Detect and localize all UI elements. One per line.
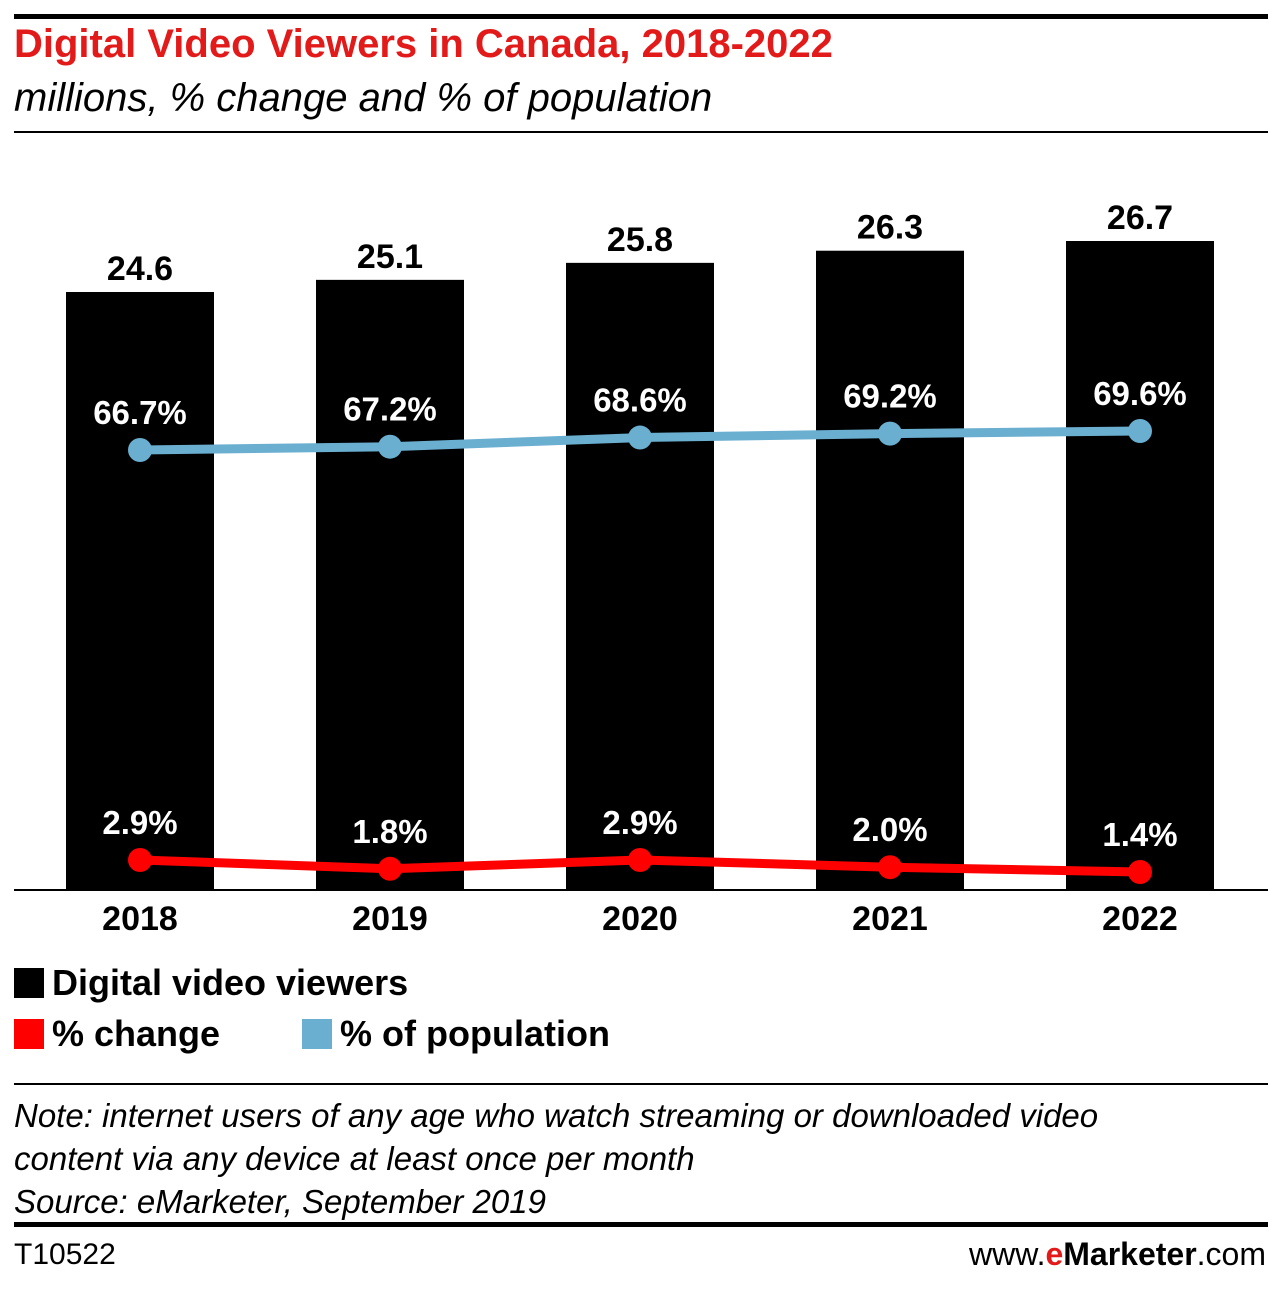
legend-label-change: % change bbox=[52, 1013, 221, 1054]
x-tick-label-2020: 2020 bbox=[602, 900, 678, 938]
x-tick-label-2022: 2022 bbox=[1102, 900, 1178, 938]
chart-id: T10522 bbox=[14, 1238, 116, 1271]
header-rule bbox=[14, 131, 1268, 133]
bar-label-2018: 24.6 bbox=[107, 250, 173, 288]
change-label-2021: 2.0% bbox=[852, 811, 927, 848]
note-rule bbox=[14, 1083, 1268, 1085]
legend-swatch-viewers bbox=[14, 968, 44, 998]
legend-label-viewers: Digital video viewers bbox=[52, 962, 409, 1003]
bar-label-2020: 25.8 bbox=[607, 221, 673, 259]
bar-2021 bbox=[816, 250, 964, 890]
change-point-2021 bbox=[878, 855, 902, 880]
source-line: Source: eMarketer, September 2019 bbox=[14, 1183, 546, 1220]
change-label-2022: 1.4% bbox=[1102, 816, 1177, 853]
brand-prefix: www. bbox=[969, 1236, 1046, 1272]
chart-title: Digital Video Viewers in Canada, 2018-20… bbox=[14, 22, 833, 66]
note-line-1: Note: internet users of any age who watc… bbox=[14, 1097, 1099, 1134]
top-rule bbox=[14, 14, 1268, 19]
note-line-2: content via any device at least once per… bbox=[14, 1140, 695, 1177]
bar-label-2021: 26.3 bbox=[857, 209, 923, 247]
bar-2018 bbox=[66, 292, 214, 890]
x-tick-label-2021: 2021 bbox=[852, 900, 928, 938]
bar-2019 bbox=[316, 279, 464, 890]
legend-swatch-change bbox=[14, 1019, 44, 1049]
labels: 24.6 2018 25.1 2019 25.8 2020 26.3 2021 26.7 2022… bbox=[93, 199, 1187, 938]
legend-swatch-population bbox=[302, 1019, 333, 1049]
bars bbox=[66, 241, 1214, 890]
population-label-2019: 67.2% bbox=[343, 391, 437, 428]
brand-link[interactable]: www.eMarketer.com bbox=[969, 1236, 1266, 1273]
population-label-2021: 69.2% bbox=[843, 378, 937, 415]
population-point-2020 bbox=[628, 425, 652, 450]
change-label-2019: 1.8% bbox=[352, 813, 427, 850]
brand-name: Marketer bbox=[1063, 1236, 1197, 1272]
population-point-2021 bbox=[878, 421, 902, 446]
legend-row-1: Digital video viewers bbox=[14, 962, 408, 1004]
change-point-2018 bbox=[128, 848, 152, 872]
bar-label-2019: 25.1 bbox=[357, 238, 423, 276]
legend-row-2: % change % of population bbox=[14, 1013, 610, 1055]
legend-label-population: % of population bbox=[340, 1013, 610, 1054]
lines bbox=[128, 419, 1152, 884]
x-tick-label-2019: 2019 bbox=[352, 900, 428, 938]
change-point-2022 bbox=[1128, 860, 1152, 884]
population-label-2018: 66.7% bbox=[93, 394, 187, 431]
brand-suffix: .com bbox=[1196, 1236, 1266, 1272]
bar-2022 bbox=[1066, 241, 1214, 890]
bar-label-2022: 26.7 bbox=[1107, 199, 1173, 237]
change-label-2018: 2.9% bbox=[102, 804, 177, 841]
change-point-2019 bbox=[378, 856, 402, 881]
change-label-2020: 2.9% bbox=[602, 804, 677, 841]
brand-e: e bbox=[1045, 1236, 1064, 1272]
bar-2020 bbox=[566, 262, 714, 890]
x-tick-label-2018: 2018 bbox=[102, 900, 178, 938]
population-label-2022: 69.6% bbox=[1093, 375, 1187, 412]
population-point-2018 bbox=[128, 438, 152, 462]
bar-line-chart: 24.6 2018 25.1 2019 25.8 2020 26.3 2021 26.7 2022… bbox=[14, 199, 1268, 938]
chart-note: Note: internet users of any age who watc… bbox=[14, 1094, 1264, 1223]
population-point-2022 bbox=[1128, 419, 1152, 443]
chart-subtitle: millions, % change and % of population bbox=[14, 76, 713, 120]
population-point-2019 bbox=[378, 434, 402, 459]
footer-rule bbox=[14, 1222, 1268, 1227]
change-point-2020 bbox=[628, 848, 652, 872]
population-label-2020: 68.6% bbox=[593, 382, 687, 419]
